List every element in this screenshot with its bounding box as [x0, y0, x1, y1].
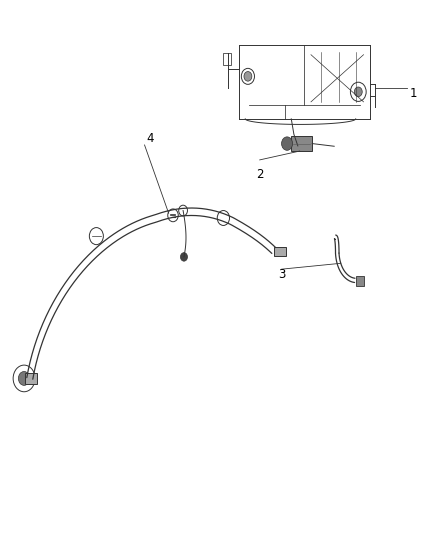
Bar: [274, 247, 286, 256]
Bar: [291, 136, 312, 151]
Text: 1: 1: [410, 87, 417, 100]
Text: 3: 3: [278, 268, 286, 281]
Bar: [356, 276, 364, 286]
Circle shape: [18, 372, 30, 385]
Bar: [25, 373, 37, 384]
Text: 2: 2: [256, 168, 264, 181]
Circle shape: [180, 253, 187, 261]
Circle shape: [354, 87, 362, 96]
Text: 4: 4: [147, 132, 154, 145]
Bar: [223, 53, 231, 65]
Circle shape: [244, 71, 252, 81]
Circle shape: [282, 137, 293, 150]
